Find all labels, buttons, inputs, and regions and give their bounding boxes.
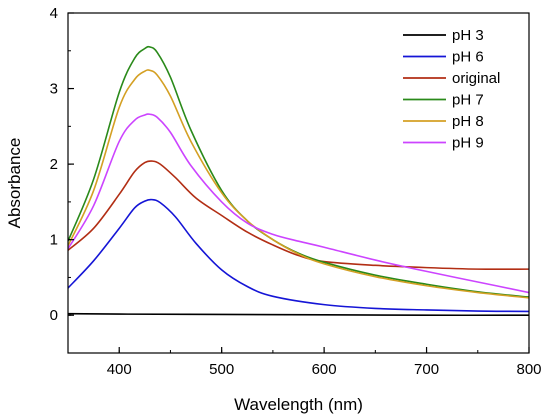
series-line-ph-6: [68, 198, 529, 313]
y-axis-label: Absorbance: [5, 138, 24, 229]
series-line-original: [68, 160, 529, 271]
x-tick-label: 700: [414, 361, 439, 378]
series-line-ph-8: [68, 69, 529, 299]
legend-label: pH 8: [452, 113, 484, 130]
x-tick-label: 800: [516, 361, 541, 378]
y-tick-label: 1: [50, 232, 58, 249]
y-tick-label: 2: [50, 156, 58, 173]
legend-label: pH 6: [452, 49, 484, 66]
legend: pH 3 pH 6 original pH 7 pH 8 pH 9: [403, 27, 500, 152]
y-tick-label: 3: [50, 81, 58, 98]
series-lines: [68, 45, 529, 317]
x-tick-label: 400: [107, 361, 132, 378]
x-axis-ticks: 400 500 600 700 800: [67, 347, 542, 378]
x-tick-label: 500: [209, 361, 234, 378]
legend-label: pH 3: [452, 27, 484, 44]
series-line-ph-7: [68, 45, 529, 298]
x-tick-label: 600: [312, 361, 337, 378]
y-tick-label: 4: [50, 5, 58, 22]
series-line-ph-3: [68, 312, 529, 317]
plot-frame: [67, 12, 530, 354]
y-tick-label: 0: [50, 307, 58, 324]
legend-label: pH 9: [452, 135, 484, 152]
y-axis-ticks: 0 1 2 3 4: [50, 5, 74, 354]
series-line-ph-9: [68, 113, 529, 294]
x-axis-label: Wavelength (nm): [234, 395, 363, 414]
legend-label: pH 7: [452, 92, 484, 109]
legend-label: original: [452, 70, 500, 87]
